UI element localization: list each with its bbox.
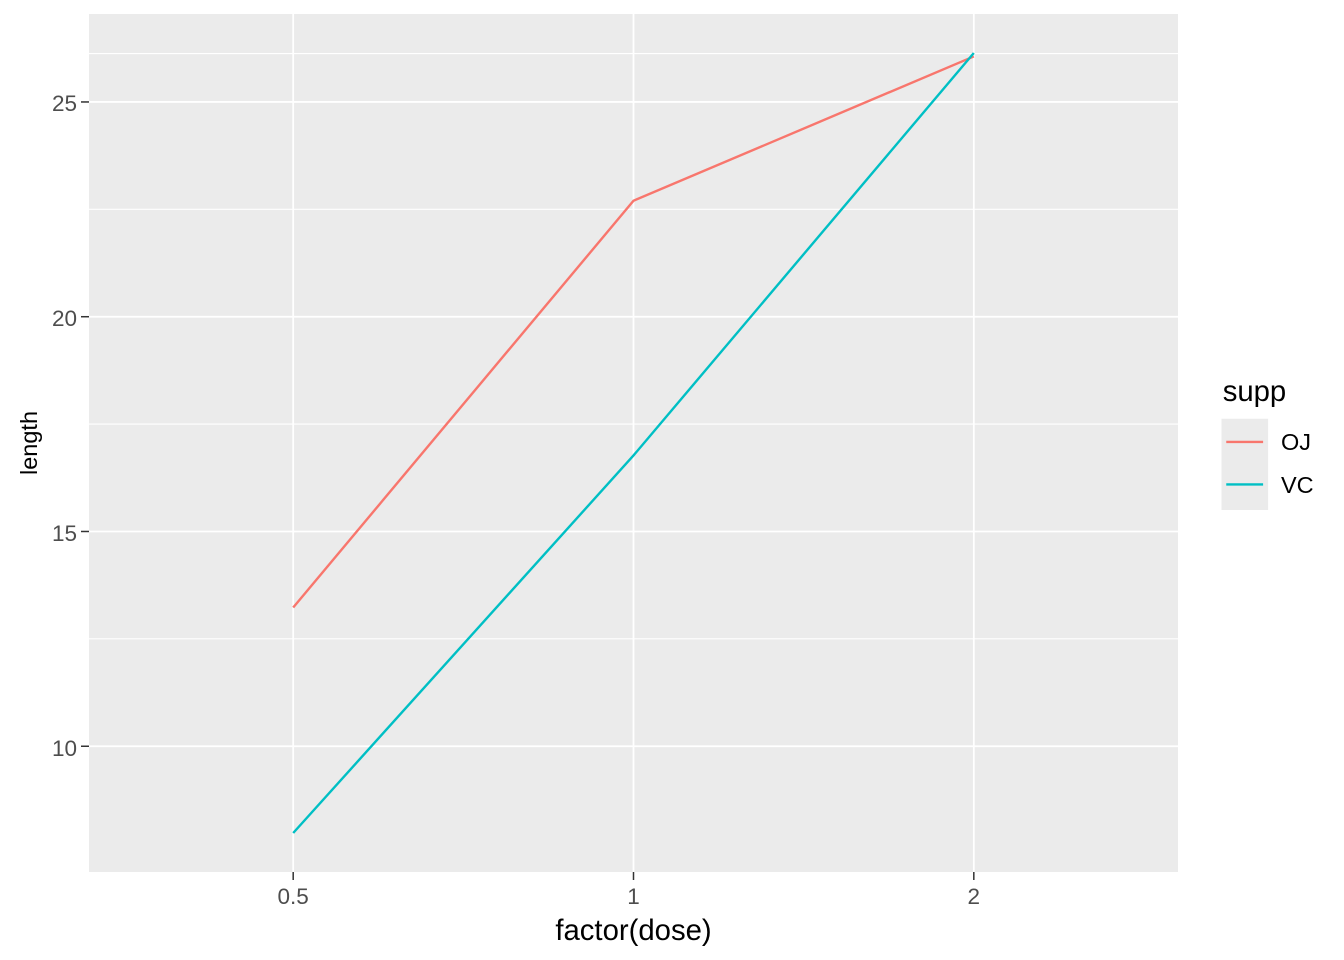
svg-text:supp: supp <box>1223 375 1287 408</box>
svg-text:VC: VC <box>1281 472 1314 498</box>
svg-text:20: 20 <box>52 306 77 331</box>
svg-text:2: 2 <box>968 884 981 909</box>
svg-text:0.5: 0.5 <box>278 884 309 909</box>
svg-text:factor(dose): factor(dose) <box>555 914 711 947</box>
svg-text:length: length <box>16 411 42 475</box>
svg-text:10: 10 <box>52 736 77 761</box>
svg-text:15: 15 <box>52 521 77 546</box>
svg-text:25: 25 <box>52 91 77 116</box>
svg-text:1: 1 <box>627 884 640 909</box>
svg-text:OJ: OJ <box>1281 429 1311 455</box>
